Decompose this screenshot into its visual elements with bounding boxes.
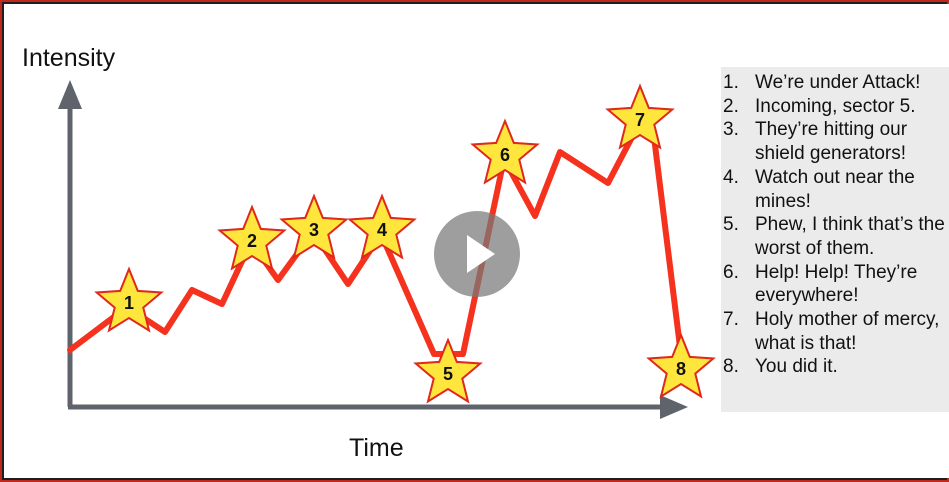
legend-item-text: You did it. xyxy=(755,356,838,378)
star-marker-label: 4 xyxy=(377,220,387,240)
star-icon xyxy=(279,193,349,260)
star-marker-label: 3 xyxy=(309,220,319,240)
legend-item: 2. Incoming, sector 5. xyxy=(721,95,949,119)
star-marker-4: 4 xyxy=(347,193,417,260)
x-axis-label: Time xyxy=(349,434,404,462)
star-marker-5: 5 xyxy=(413,337,483,404)
legend-item-number: 7. xyxy=(723,309,739,331)
legend-item-text: They’re hitting our shield generators! xyxy=(755,119,908,165)
legend-list: 1. We’re under Attack! 2. Incoming, sector… xyxy=(721,67,949,379)
legend-panel: 1. We’re under Attack! 2. Incoming, sector… xyxy=(721,67,949,412)
star-marker-3: 3 xyxy=(279,193,349,260)
legend-item: 7. Holy mother of mercy, what is that! xyxy=(721,308,949,355)
play-button[interactable] xyxy=(434,211,520,297)
legend-item-number: 1. xyxy=(723,72,739,93)
legend-item: 3. They’re hitting our shield generators! xyxy=(721,118,949,165)
star-marker-2: 2 xyxy=(217,204,287,271)
legend-item-text: Watch out near the mines! xyxy=(755,166,915,212)
star-marker-label: 7 xyxy=(635,110,645,130)
legend-item-number: 6. xyxy=(723,261,739,283)
legend-item-text: Phew, I think that’s the worst of them. xyxy=(755,214,945,259)
star-marker-label: 2 xyxy=(247,231,257,251)
legend-item: 4. Watch out near the mines! xyxy=(721,166,949,213)
star-marker-1: 1 xyxy=(94,266,164,333)
legend-item: 5. Phew, I think that’s the worst of them… xyxy=(721,213,949,260)
x-axis xyxy=(68,395,688,419)
y-axis xyxy=(58,80,82,407)
legend-item-text: We’re under Attack! xyxy=(755,72,921,93)
star-marker-6: 6 xyxy=(470,118,540,185)
star-icon xyxy=(646,332,716,399)
star-icon xyxy=(347,193,417,260)
star-marker-label: 5 xyxy=(443,364,453,384)
legend-item: 8. You did it. xyxy=(721,355,949,379)
legend-item: 1. We’re under Attack! xyxy=(721,71,949,95)
legend-item-number: 3. xyxy=(723,119,739,141)
star-marker-label: 1 xyxy=(124,293,134,313)
star-icon xyxy=(605,83,675,150)
star-marker-label: 6 xyxy=(500,145,510,165)
legend-item-number: 4. xyxy=(723,166,739,188)
legend-item: 6. Help! Help! They’re everywhere! xyxy=(721,261,949,308)
legend-item-number: 5. xyxy=(723,214,739,236)
legend-item-text: Holy mother of mercy, what is that! xyxy=(755,309,940,354)
star-icon xyxy=(94,266,164,333)
star-marker-8: 8 xyxy=(646,332,716,399)
y-axis-label: Intensity xyxy=(22,44,116,72)
legend-item-text: Incoming, sector 5. xyxy=(755,95,916,117)
star-marker-7: 7 xyxy=(605,83,675,150)
star-icon xyxy=(217,204,287,271)
x-axis-arrow-icon xyxy=(660,395,688,419)
star-icon xyxy=(470,118,540,185)
legend-item-text: Help! Help! They’re everywhere! xyxy=(755,261,918,307)
play-icon xyxy=(467,235,495,273)
legend-item-number: 2. xyxy=(723,95,739,117)
star-icon xyxy=(413,337,483,404)
intensity-chart: 1 2 3 4 5 6 7 8 xyxy=(58,80,716,419)
y-axis-arrow-icon xyxy=(58,80,82,109)
legend-item-number: 8. xyxy=(723,356,739,378)
slide: Intensity Time 1. We’re under Attack! 2. I… xyxy=(4,4,949,478)
star-markers: 1 2 3 4 5 6 7 8 xyxy=(94,83,716,404)
star-marker-label: 8 xyxy=(676,359,686,379)
